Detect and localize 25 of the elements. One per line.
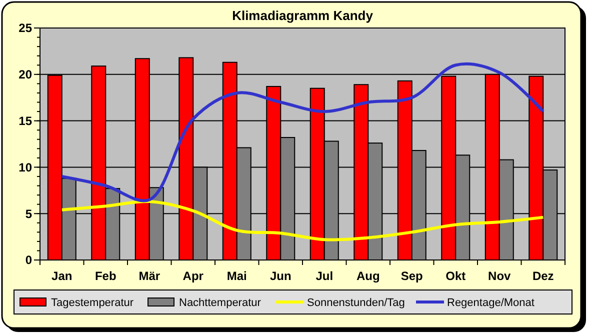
x-tick-label: Aug — [356, 269, 380, 283]
legend-label: Tagestemperatur — [51, 296, 134, 309]
x-tick-label: Nov — [488, 269, 512, 283]
y-tick-label: 10 — [18, 160, 32, 174]
y-tick-label: 15 — [18, 114, 32, 128]
legend-label: Regentage/Monat — [447, 296, 534, 309]
x-tick-label: Sep — [400, 269, 423, 283]
x-tick-label: Feb — [94, 269, 116, 283]
y-tick-label: 0 — [25, 253, 32, 268]
y-tick-label: 5 — [25, 206, 32, 221]
x-tick-label: Okt — [446, 269, 466, 283]
chart-title: Klimadiagramm Kandy — [232, 8, 374, 23]
line-series — [60, 200, 545, 242]
x-tick-label: Dez — [532, 269, 554, 283]
x-tick-label: Jul — [316, 269, 334, 283]
line-series — [60, 62, 545, 202]
y-tick-label: 25 — [18, 21, 32, 36]
legend-label: Nachttemperatur — [179, 296, 262, 309]
x-tick-label: Apr — [182, 269, 204, 283]
legend-label: Sonnenstunden/Tag — [307, 296, 405, 309]
x-tick-label: Jan — [52, 269, 72, 283]
x-tick-label: Mär — [138, 269, 160, 283]
x-tick-label: Mai — [226, 269, 247, 283]
y-tick-label: 20 — [18, 68, 32, 82]
x-tick-label: Jun — [270, 269, 292, 283]
